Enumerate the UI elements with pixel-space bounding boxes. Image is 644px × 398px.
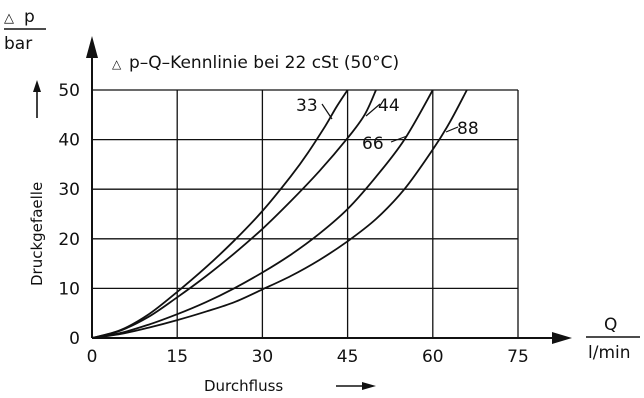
y-tick-label: 30 [58,180,80,200]
x-tick-label: 30 [252,347,274,367]
y-tick-label: 10 [58,279,80,299]
curves [91,89,468,339]
curve-label-leader-33 [321,103,333,120]
y-tick-label: 50 [58,81,80,101]
series-line-44 [91,89,377,339]
chart-title: p–Q–Kennlinie bei 22 cSt (50°C) [129,53,399,73]
chart-title-delta: △ [112,57,122,71]
y-tick-label: 40 [58,131,80,151]
x-label-arrow-head [362,382,376,390]
y-axis-label: Druckgefaelle [28,182,46,286]
curve-label-33: 33 [296,96,318,116]
y-tick-label: 20 [58,230,80,250]
grid [92,89,519,338]
x-axis-arrow [552,332,572,344]
y-unit-top: p [24,7,35,27]
curve-label-44: 44 [378,96,400,116]
x-tick-label: 60 [422,347,444,367]
y-axis-arrow [86,36,98,58]
x-tick-label: 0 [87,347,98,367]
y-label-arrow-head [33,80,41,92]
curve-label-leader-44 [365,103,381,117]
curve-labels: 33 44 66 88 [296,96,479,154]
y-unit-bottom: bar [4,34,32,54]
series-line-66 [91,89,434,339]
x-axis-label: Durchfluss [204,377,283,395]
x-tick-label: 45 [337,347,359,367]
x-unit-top: Q [604,315,617,335]
y-unit-delta: △ [4,11,14,26]
curve-label-leader-66 [390,135,408,143]
x-unit-bottom: l/min [588,343,631,363]
x-tick-label: 15 [166,347,188,367]
series-line-33 [91,89,349,339]
ticks: 0 15 30 45 60 75 0 10 20 30 40 50 [58,81,528,367]
curve-label-66: 66 [362,134,384,154]
x-tick-label: 75 [507,347,529,367]
curve-label-leader-88 [445,126,459,133]
axes [86,36,572,344]
curve-label-88: 88 [457,119,479,139]
series-line-88 [91,89,468,339]
y-tick-label: 0 [69,329,80,349]
